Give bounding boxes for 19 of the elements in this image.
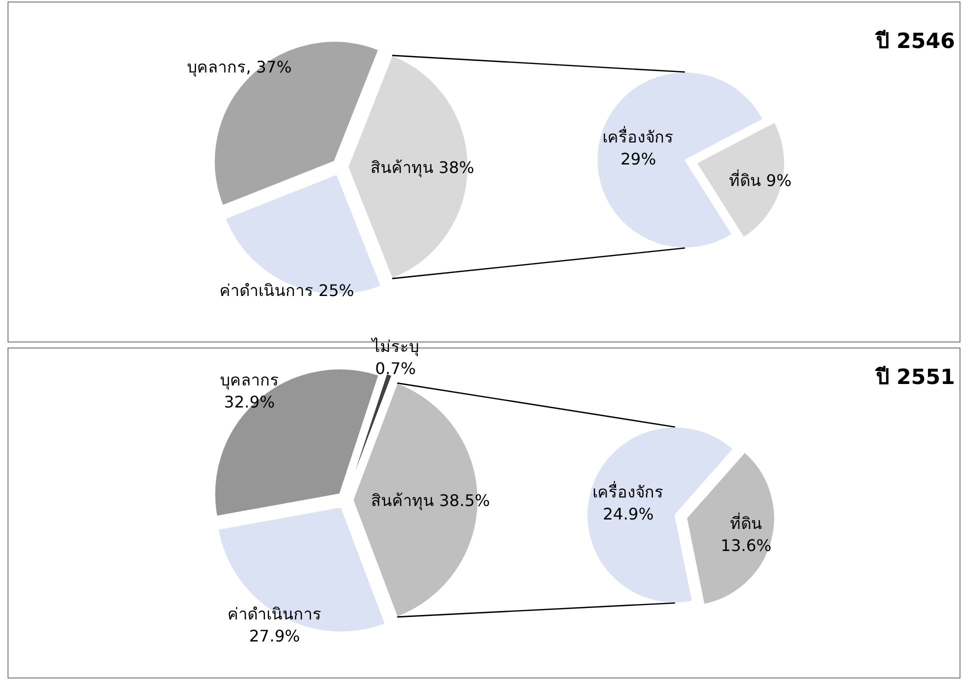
slice-label: เครื่องจักร — [602, 125, 674, 146]
text: ปี 2551 — [874, 365, 955, 389]
data-label: 24.9% — [602, 504, 654, 524]
text: ปี 2546 — [874, 29, 955, 53]
data-label: 13.6% — [720, 536, 772, 556]
slice-label: สินค้าทุน 38% — [370, 158, 474, 178]
data-label: 0.7% — [375, 358, 416, 378]
data-label: 29% — [620, 149, 656, 168]
slice-label: สินค้าทุน 38.5% — [371, 491, 490, 511]
slice-label: บุคลากร, 37% — [186, 57, 292, 78]
slice-label: ค่าดำเนินการ — [228, 604, 322, 624]
slice-label: ค่าดำเนินการ 25% — [219, 280, 354, 300]
data-label: 27.9% — [249, 626, 300, 646]
slice-label: เครื่องจักร — [592, 480, 664, 502]
slice-label: บุคลากร — [220, 370, 279, 390]
data-label: 32.9% — [224, 392, 275, 412]
slice-label: ที่ดิน — [730, 512, 762, 534]
slice-label: ที่ดิน 9% — [729, 169, 792, 190]
slice-label: ไม่ระบุ — [370, 336, 420, 357]
